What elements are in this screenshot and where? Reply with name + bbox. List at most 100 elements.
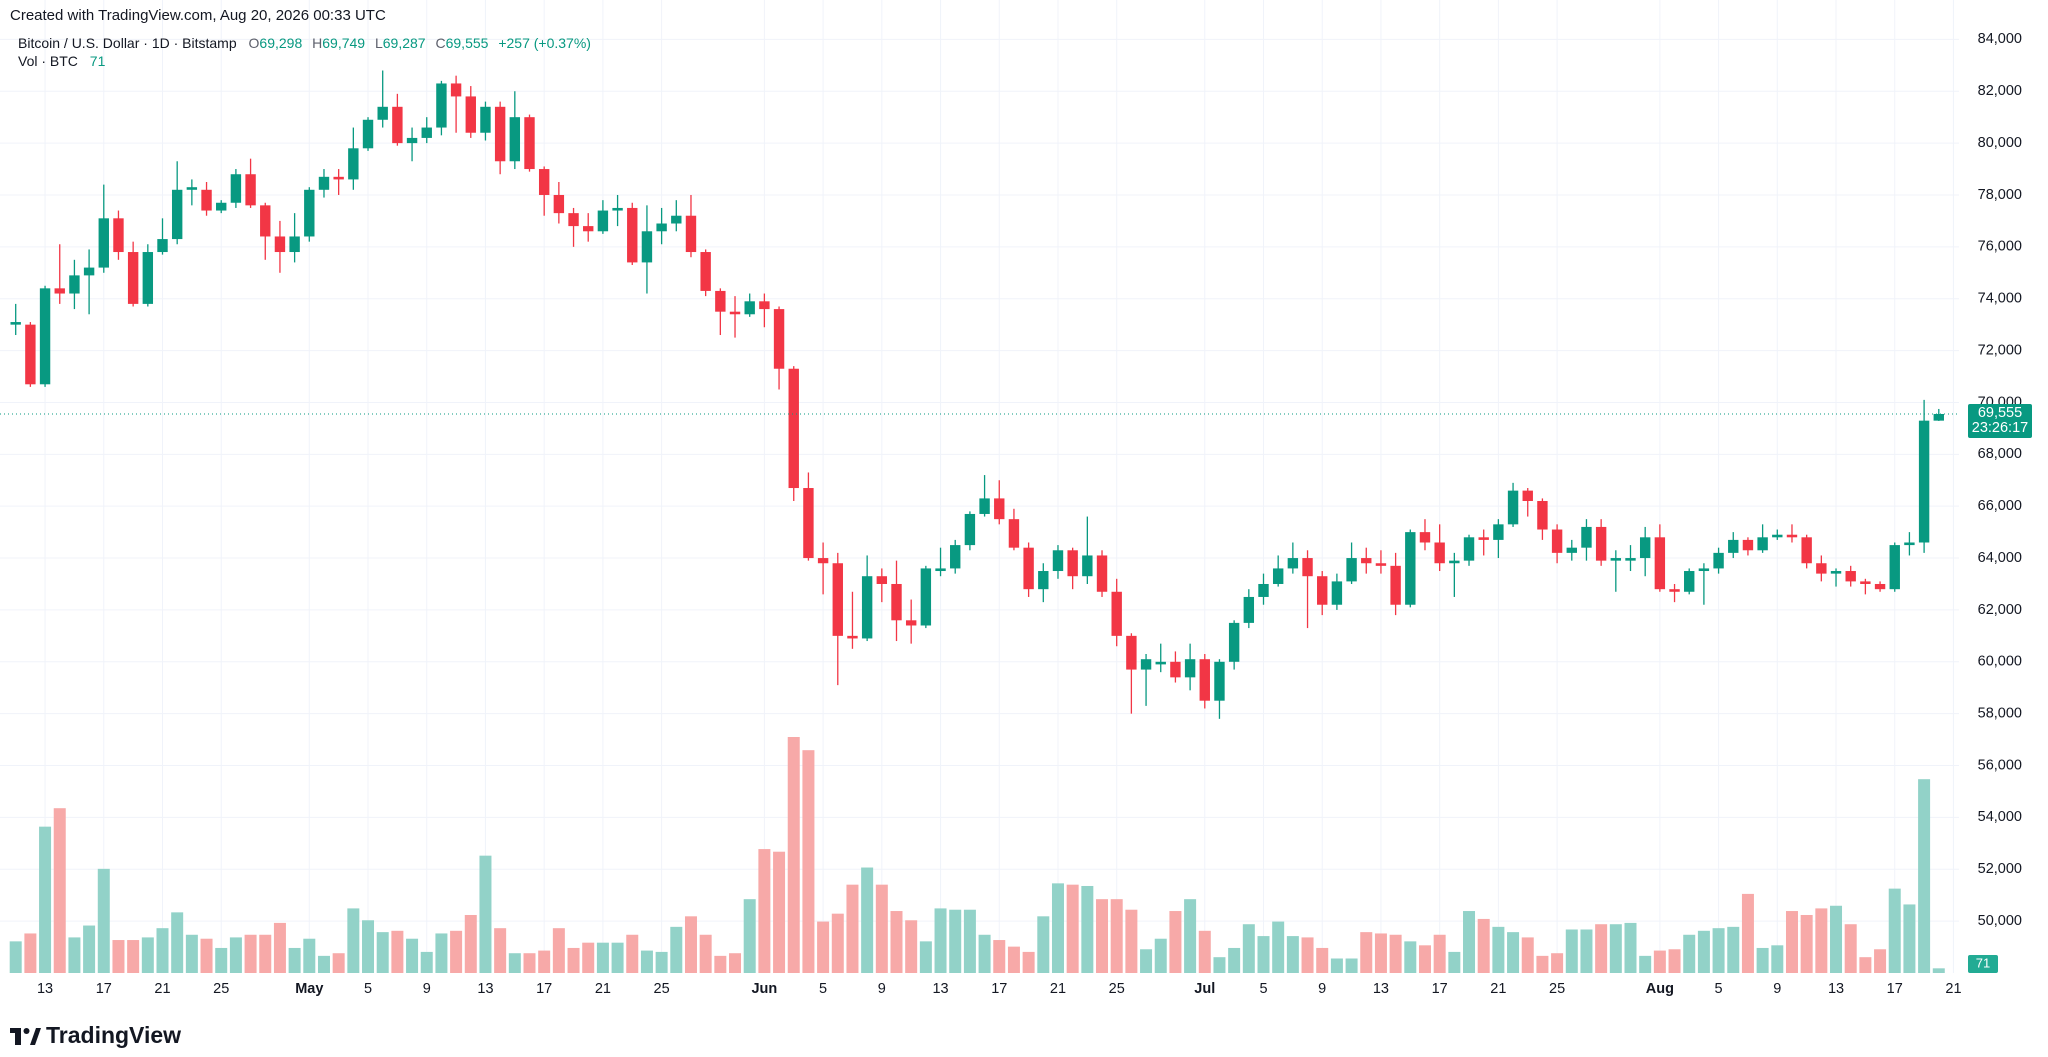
volume-bar bbox=[1756, 947, 1769, 973]
candle-body bbox=[1111, 591, 1122, 636]
candle-body bbox=[465, 96, 476, 133]
volume-bar bbox=[552, 928, 565, 973]
volume-bar bbox=[1037, 916, 1050, 973]
volume-bar bbox=[479, 855, 492, 973]
y-tick-label: 56,000 bbox=[1978, 757, 2022, 773]
candle-body bbox=[392, 106, 403, 144]
volume-bar bbox=[743, 899, 756, 973]
y-tick-label: 52,000 bbox=[1978, 861, 2022, 877]
candle-body bbox=[1625, 558, 1636, 561]
volume-bar bbox=[1125, 909, 1138, 973]
volume-bar bbox=[934, 908, 947, 973]
candle-body bbox=[318, 176, 330, 190]
x-tick-label: 21 bbox=[1050, 981, 1066, 997]
candle-body bbox=[1801, 537, 1812, 564]
brand-name: TradingView bbox=[46, 1022, 181, 1048]
volume-bar bbox=[141, 937, 154, 973]
candles bbox=[10, 70, 1944, 719]
volume-bar bbox=[538, 950, 551, 973]
volume-bar bbox=[1903, 904, 1916, 973]
candle-body bbox=[538, 169, 550, 195]
volume-bar bbox=[1815, 908, 1828, 973]
candle-body bbox=[1361, 558, 1372, 564]
candle-body bbox=[348, 148, 359, 180]
volume-bar bbox=[1345, 958, 1358, 973]
volume-bar bbox=[97, 868, 110, 973]
candle-body bbox=[744, 301, 755, 315]
volume-bar bbox=[729, 953, 742, 973]
x-tick-label: 5 bbox=[819, 981, 827, 997]
candle-body bbox=[847, 635, 858, 639]
volume-bar bbox=[1184, 899, 1197, 973]
volume-value-box bbox=[1968, 955, 1998, 973]
candle-body bbox=[1302, 558, 1313, 577]
candle-body bbox=[994, 498, 1005, 520]
volume-bar bbox=[24, 933, 37, 973]
volume-bar bbox=[1595, 924, 1608, 973]
candle-body bbox=[1346, 558, 1357, 582]
countdown-label: 23:26:17 bbox=[1972, 420, 2028, 436]
candle-body bbox=[289, 236, 300, 253]
volume-bar bbox=[1477, 918, 1490, 973]
x-tick-label: 21 bbox=[595, 981, 611, 997]
candle-body bbox=[1096, 555, 1108, 592]
candle-body bbox=[1184, 659, 1196, 678]
candle-body bbox=[260, 205, 271, 237]
overlays: 50,000 52,000 54,000 56,000 58,000 60,000 62,0… bbox=[0, 31, 2032, 997]
candle-body bbox=[524, 117, 535, 170]
candle-body bbox=[1214, 661, 1225, 701]
candle-body bbox=[1170, 661, 1181, 678]
candle-body bbox=[1698, 568, 1710, 572]
candle-body bbox=[817, 558, 829, 564]
volume-bar bbox=[1433, 934, 1446, 973]
volume-bar bbox=[905, 920, 918, 973]
x-tick-label: 5 bbox=[1259, 981, 1267, 997]
volume-bar bbox=[1257, 936, 1270, 973]
volume-bar bbox=[1492, 926, 1505, 973]
candle-body bbox=[480, 106, 491, 133]
volume-bar bbox=[1639, 955, 1652, 973]
candle-body bbox=[950, 545, 961, 569]
x-tick-label: 13 bbox=[932, 981, 948, 997]
legend-key: C bbox=[435, 35, 445, 51]
x-tick-label: 25 bbox=[654, 981, 670, 997]
candle-body bbox=[39, 288, 51, 385]
candle-body bbox=[274, 236, 286, 253]
volume-bar bbox=[802, 750, 815, 973]
volume-bar bbox=[53, 808, 66, 973]
candle-body bbox=[1772, 534, 1783, 538]
volume-bar bbox=[1874, 949, 1887, 973]
volume-bar bbox=[1580, 929, 1593, 973]
volume-title: Vol · BTC bbox=[18, 53, 78, 69]
volume-legend: Vol · BTC 71 bbox=[18, 53, 106, 69]
candle-body bbox=[1639, 537, 1651, 559]
candle-body bbox=[304, 189, 315, 237]
volume-bar bbox=[817, 921, 830, 973]
volume-bar bbox=[1551, 953, 1564, 973]
y-tick-label: 74,000 bbox=[1978, 291, 2022, 307]
candle-body bbox=[186, 187, 198, 190]
created-note: Created with TradingView.com, Aug 20, 20… bbox=[10, 7, 386, 24]
candle-body bbox=[803, 488, 814, 559]
candle-body bbox=[406, 137, 418, 144]
candle-body bbox=[1889, 545, 1900, 590]
volume-bar bbox=[978, 934, 991, 973]
volume-bar bbox=[1844, 924, 1857, 973]
volume-bar bbox=[406, 938, 419, 973]
y-tick-label: 50,000 bbox=[1978, 913, 2022, 929]
volume-bar bbox=[112, 940, 125, 973]
volume-bar bbox=[1007, 946, 1020, 973]
x-tick-label: Aug bbox=[1646, 981, 1674, 997]
candle-body bbox=[436, 83, 447, 128]
candle-body bbox=[627, 207, 638, 263]
candle-body bbox=[1449, 560, 1460, 564]
volume-bar bbox=[1286, 936, 1299, 973]
candle-body bbox=[920, 568, 932, 626]
volume-value-label: 71 bbox=[1976, 955, 1990, 970]
candle-body bbox=[25, 324, 36, 385]
candle-body bbox=[1434, 542, 1445, 564]
x-tick-label: 17 bbox=[1432, 981, 1448, 997]
x-tick-label: 17 bbox=[96, 981, 112, 997]
y-tick-label: 72,000 bbox=[1978, 342, 2022, 358]
candle-body bbox=[700, 252, 711, 291]
